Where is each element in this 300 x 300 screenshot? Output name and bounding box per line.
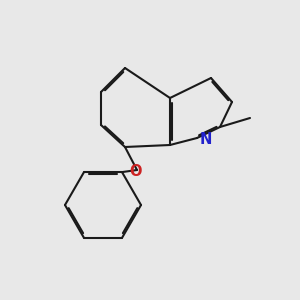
- Text: N: N: [200, 133, 212, 148]
- Text: O: O: [130, 164, 142, 178]
